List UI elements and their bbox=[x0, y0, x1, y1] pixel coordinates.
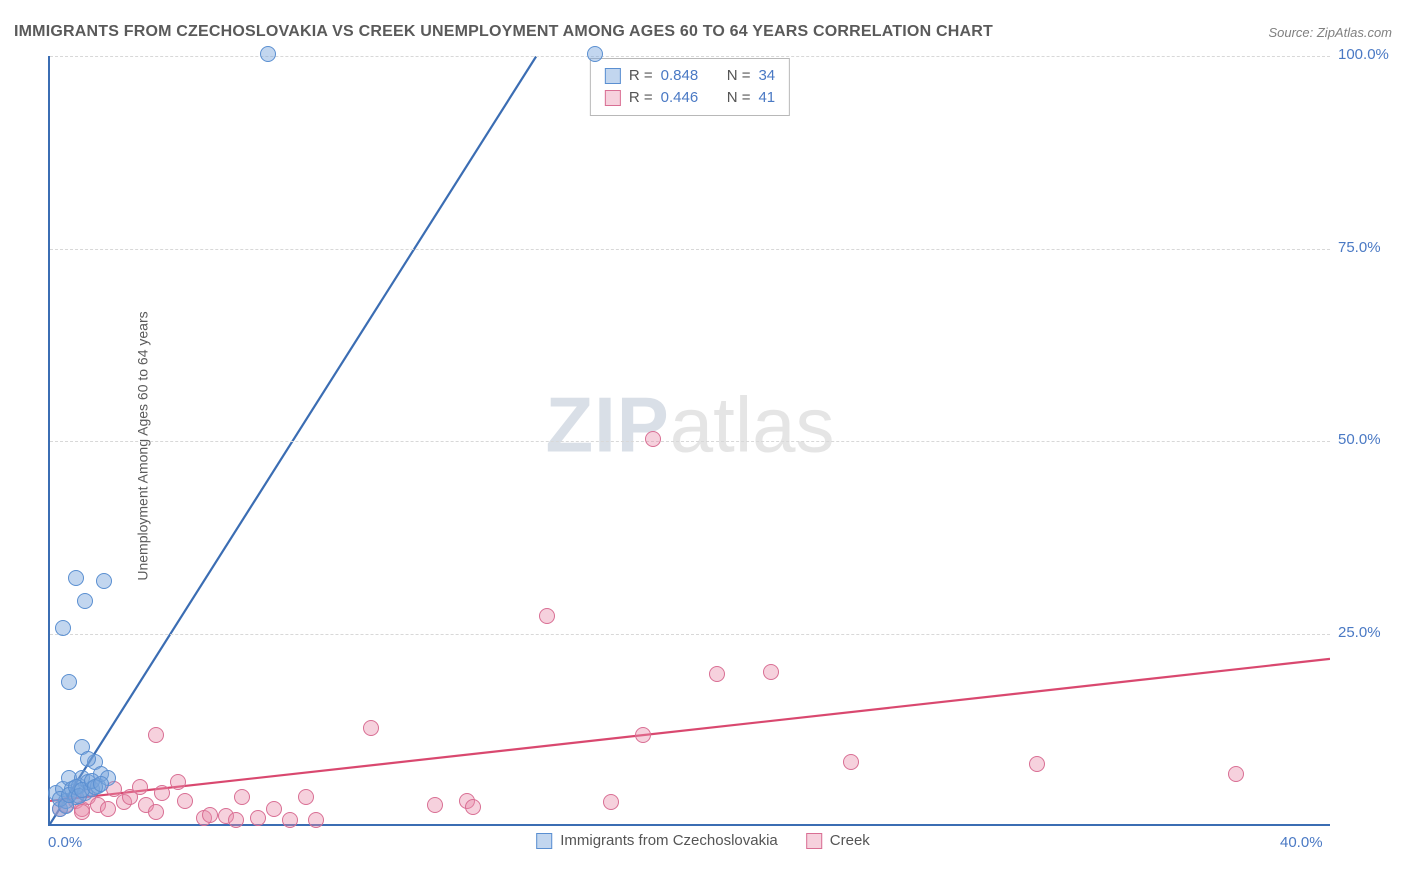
data-point bbox=[1228, 766, 1244, 782]
data-point bbox=[77, 593, 93, 609]
legend-correlation-row: R = 0.446 N = 41 bbox=[605, 87, 775, 109]
data-point bbox=[148, 804, 164, 820]
legend-n-value: 41 bbox=[758, 87, 775, 109]
data-point bbox=[80, 751, 96, 767]
y-tick-label: 50.0% bbox=[1338, 431, 1381, 448]
gridline bbox=[50, 56, 1330, 57]
data-point bbox=[282, 812, 298, 828]
data-point bbox=[55, 620, 71, 636]
data-point bbox=[132, 779, 148, 795]
data-point bbox=[96, 573, 112, 589]
trend-lines bbox=[50, 56, 1330, 824]
data-point bbox=[202, 807, 218, 823]
trend-line bbox=[50, 56, 536, 824]
data-point bbox=[298, 789, 314, 805]
gridline bbox=[50, 634, 1330, 635]
legend-series: Immigrants from Czechoslovakia Creek bbox=[536, 832, 870, 849]
data-point bbox=[308, 812, 324, 828]
data-point bbox=[1029, 756, 1045, 772]
data-point bbox=[228, 812, 244, 828]
legend-r-value: 0.848 bbox=[661, 65, 699, 87]
plot-area: ZIPatlas R = 0.848 N = 34R = 0.446 N = 4… bbox=[48, 56, 1330, 826]
chart-title: IMMIGRANTS FROM CZECHOSLOVAKIA VS CREEK … bbox=[14, 23, 993, 41]
watermark: ZIPatlas bbox=[545, 379, 834, 470]
x-tick-label: 40.0% bbox=[1280, 834, 1323, 851]
trend-line bbox=[50, 659, 1330, 801]
y-tick-label: 25.0% bbox=[1338, 624, 1381, 641]
data-point bbox=[74, 804, 90, 820]
legend-correlation-row: R = 0.848 N = 34 bbox=[605, 65, 775, 87]
data-point bbox=[250, 810, 266, 826]
watermark-atlas: atlas bbox=[670, 380, 835, 468]
data-point bbox=[100, 801, 116, 817]
legend-series-label: Immigrants from Czechoslovakia bbox=[560, 832, 778, 849]
data-point bbox=[645, 431, 661, 447]
data-point bbox=[465, 799, 481, 815]
data-point bbox=[260, 46, 276, 62]
data-point bbox=[148, 727, 164, 743]
legend-r-label: R = bbox=[629, 65, 653, 87]
legend-r-label: R = bbox=[629, 87, 653, 109]
gridline bbox=[50, 441, 1330, 442]
data-point bbox=[363, 720, 379, 736]
data-point bbox=[843, 754, 859, 770]
data-point bbox=[177, 793, 193, 809]
legend-swatch bbox=[605, 90, 621, 106]
data-point bbox=[170, 774, 186, 790]
title-bar: IMMIGRANTS FROM CZECHOSLOVAKIA VS CREEK … bbox=[14, 18, 1392, 46]
data-point bbox=[266, 801, 282, 817]
legend-swatch bbox=[605, 68, 621, 84]
source-label: Source: ZipAtlas.com bbox=[1268, 25, 1392, 40]
legend-series-label: Creek bbox=[830, 832, 870, 849]
data-point bbox=[68, 570, 84, 586]
legend-swatch bbox=[806, 833, 822, 849]
legend-series-item: Creek bbox=[806, 832, 870, 849]
legend-n-label: N = bbox=[727, 87, 751, 109]
watermark-zip: ZIP bbox=[545, 380, 669, 468]
data-point bbox=[635, 727, 651, 743]
data-point bbox=[234, 789, 250, 805]
data-point bbox=[61, 674, 77, 690]
legend-swatch bbox=[536, 833, 552, 849]
y-tick-label: 75.0% bbox=[1338, 239, 1381, 256]
gridline bbox=[50, 249, 1330, 250]
data-point bbox=[427, 797, 443, 813]
legend-n-value: 34 bbox=[758, 65, 775, 87]
legend-correlation: R = 0.848 N = 34R = 0.446 N = 41 bbox=[590, 58, 790, 116]
data-point bbox=[603, 794, 619, 810]
data-point bbox=[93, 776, 109, 792]
legend-series-item: Immigrants from Czechoslovakia bbox=[536, 832, 778, 849]
data-point bbox=[709, 666, 725, 682]
legend-n-label: N = bbox=[727, 65, 751, 87]
data-point bbox=[539, 608, 555, 624]
x-tick-label: 0.0% bbox=[48, 834, 82, 851]
data-point bbox=[763, 664, 779, 680]
legend-r-value: 0.446 bbox=[661, 87, 699, 109]
data-point bbox=[587, 46, 603, 62]
data-point bbox=[154, 785, 170, 801]
y-tick-label: 100.0% bbox=[1338, 46, 1389, 63]
